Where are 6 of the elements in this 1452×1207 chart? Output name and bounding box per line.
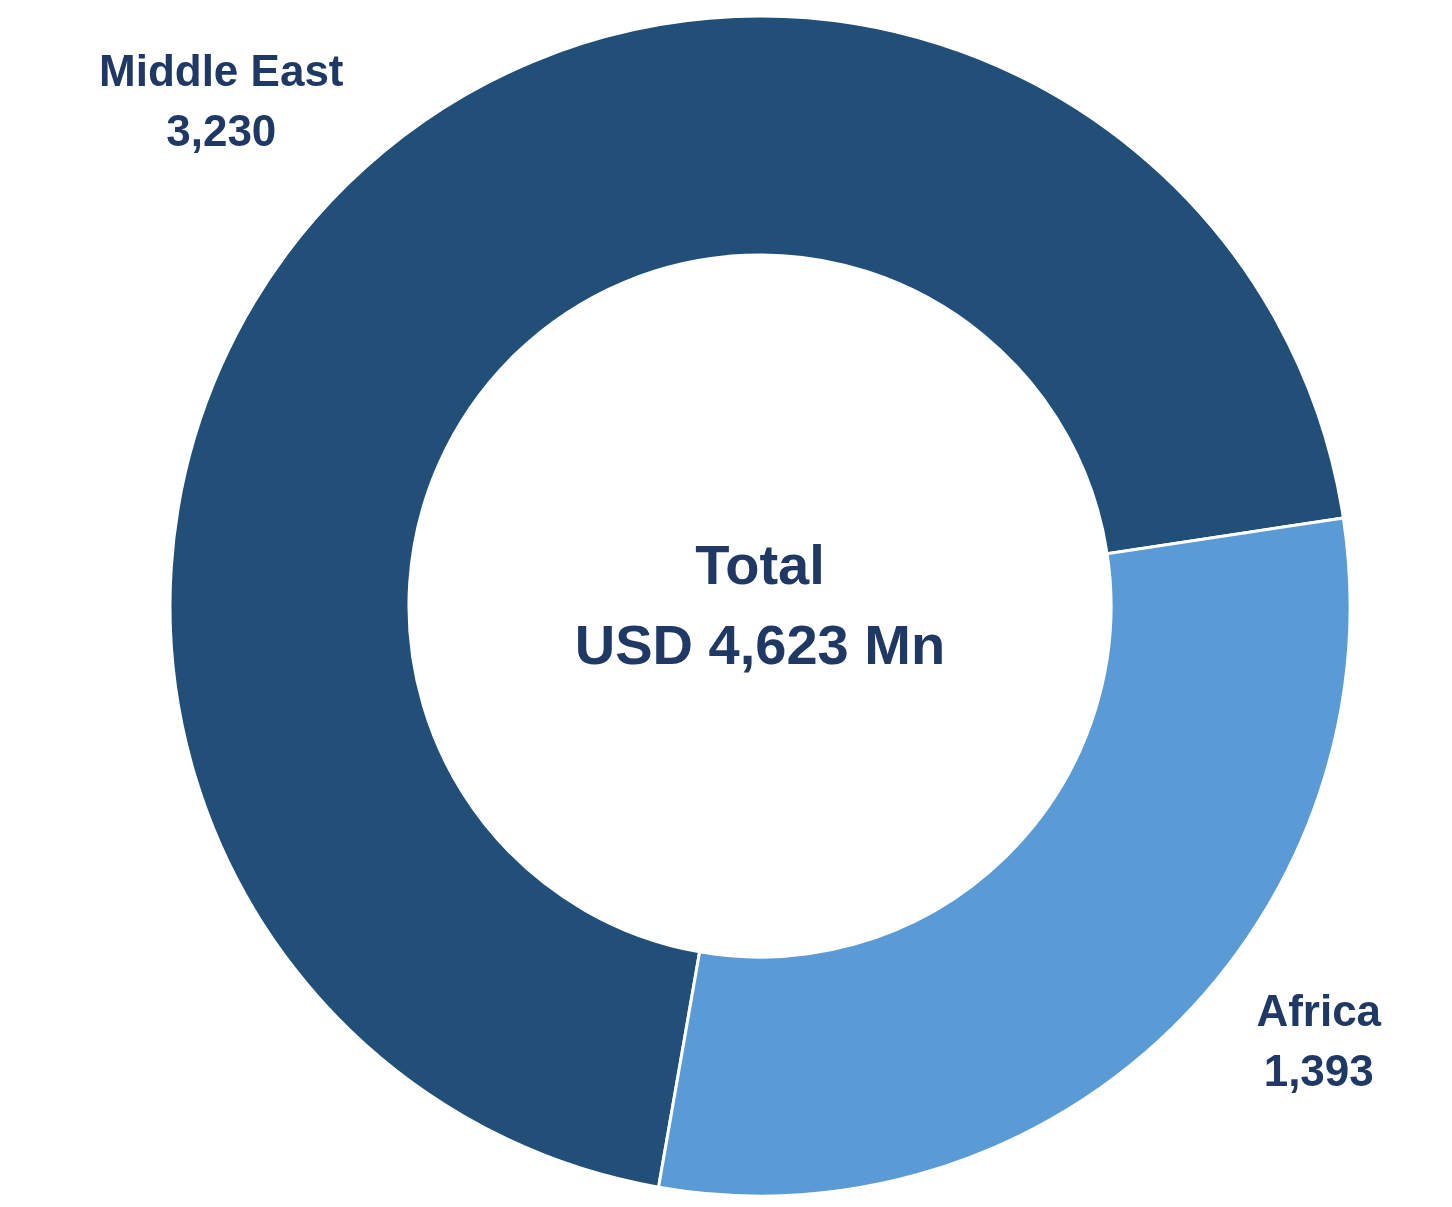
text: Total: [695, 533, 825, 596]
data-label: 1,393: [1263, 1045, 1374, 1095]
text: USD 4,623 Mn: [574, 613, 946, 676]
slice-label: Africa: [1256, 985, 1382, 1035]
slice-label: Middle East: [99, 46, 344, 96]
data-label: 3,230: [166, 106, 277, 156]
